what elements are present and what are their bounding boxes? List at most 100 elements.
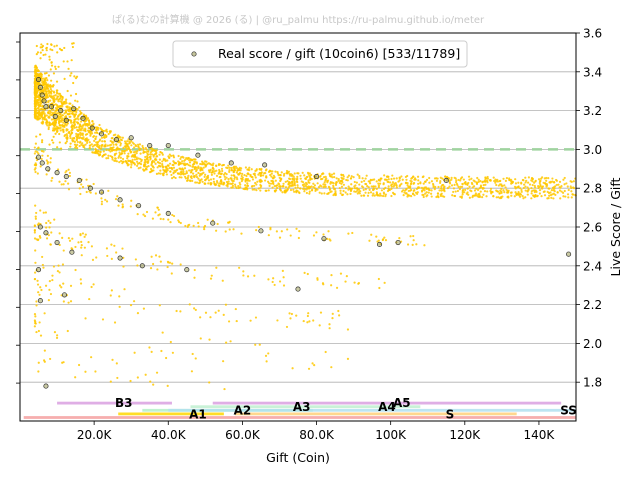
scatter-point <box>495 183 498 187</box>
scatter-point <box>363 179 366 183</box>
scatter-point <box>78 125 81 128</box>
scatter-point <box>130 139 133 143</box>
scatter-point <box>115 251 118 254</box>
scatter-point <box>218 182 221 185</box>
scatter-point <box>440 185 443 188</box>
scatter-point <box>49 243 52 246</box>
scatter-point <box>85 178 88 181</box>
scatter-point <box>294 186 297 189</box>
scatter-point <box>558 189 562 192</box>
scatter-point <box>340 173 343 176</box>
scatter-point <box>45 119 48 122</box>
scatter-point <box>514 191 517 194</box>
scatter-point <box>165 356 168 360</box>
scatter-point <box>364 177 367 180</box>
scatter-point <box>198 174 201 177</box>
scatter-point <box>116 146 119 149</box>
scatter-point <box>380 189 384 192</box>
scatter-point <box>387 175 390 178</box>
scatter-point <box>206 218 209 221</box>
scatter-point <box>420 186 424 189</box>
scatter-point <box>38 321 41 324</box>
scatter-point <box>66 89 69 93</box>
scatter-point <box>60 101 63 105</box>
scatter-point <box>34 102 38 105</box>
rank-band-label: S <box>446 407 455 421</box>
scatter-point <box>128 141 132 144</box>
scatter-point <box>177 162 181 165</box>
scatter-point <box>418 186 421 189</box>
scatter-point <box>503 184 506 187</box>
scatter-point <box>52 118 55 121</box>
scatter-point <box>77 133 80 136</box>
scatter-point <box>52 141 55 144</box>
scatter-point <box>384 193 387 196</box>
scatter-point <box>553 181 556 184</box>
scatter-point <box>436 192 440 195</box>
scatter-point <box>419 182 422 185</box>
scatter-point <box>123 152 126 155</box>
scatter-point <box>322 233 325 236</box>
scatter-point <box>69 94 73 97</box>
scatter-point <box>36 99 39 102</box>
scatter-point <box>347 188 350 191</box>
scatter-point <box>38 293 41 296</box>
scatter-point <box>100 145 103 148</box>
scatter-point <box>67 108 70 111</box>
scatter-point <box>153 160 156 164</box>
scatter-point <box>48 95 52 98</box>
scatter-point <box>422 182 425 185</box>
scatter-point <box>112 134 115 137</box>
scatter-point <box>129 205 132 208</box>
scatter-point <box>366 194 370 197</box>
scatter-point <box>231 182 234 185</box>
scatter-point <box>171 262 174 265</box>
scatter-point <box>235 171 238 174</box>
scatter-point <box>492 176 495 179</box>
scatter-point <box>126 145 129 148</box>
scatter-point <box>40 141 44 144</box>
scatter-point <box>439 194 443 198</box>
scatter-point <box>442 186 446 189</box>
scatter-point <box>527 176 530 179</box>
scatter-point <box>288 177 292 181</box>
scatter-point <box>37 103 40 106</box>
scatter-point <box>82 113 85 116</box>
scatter-point <box>440 192 443 195</box>
scatter-point <box>366 185 369 188</box>
scatter-point <box>62 300 65 303</box>
scatter-point <box>47 299 50 302</box>
scatter-point <box>328 238 331 241</box>
scatter-point <box>246 182 249 185</box>
scatter-point <box>248 166 251 169</box>
scatter-point <box>34 91 37 94</box>
scatter-point <box>51 274 54 277</box>
scatter-point <box>145 167 148 170</box>
scatter-point <box>455 182 459 186</box>
scatter-point <box>442 187 445 190</box>
scatter-point <box>335 286 339 289</box>
scatter-point <box>76 108 79 111</box>
scatter-point <box>379 177 382 180</box>
scatter-point <box>307 185 310 188</box>
scatter-point <box>272 174 275 177</box>
scatter-point <box>37 109 40 112</box>
scatter-point <box>340 179 344 182</box>
scatter-point <box>279 188 282 191</box>
scatter-point <box>34 114 37 117</box>
scatter-point <box>523 183 526 186</box>
scatter-point <box>191 165 194 168</box>
scatter-point <box>41 255 44 259</box>
scatter-point <box>475 181 479 184</box>
scatter-point <box>129 379 132 383</box>
scatter-point <box>502 177 505 180</box>
scatter-point <box>55 107 58 110</box>
scatter-point <box>400 190 404 193</box>
scatter-point <box>365 174 368 177</box>
scatter-point <box>405 192 408 195</box>
scatter-point <box>35 211 38 215</box>
scatter-point <box>461 191 464 194</box>
scatter-point <box>527 188 530 191</box>
scatter-point <box>443 190 446 193</box>
scatter-point <box>244 184 247 187</box>
